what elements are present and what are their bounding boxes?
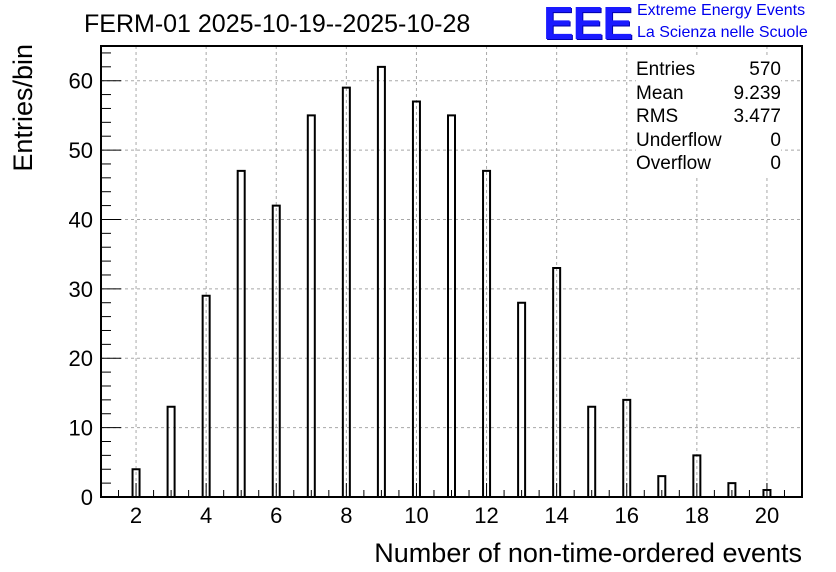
bar <box>587 405 597 497</box>
bar <box>657 475 667 497</box>
stat-label: Underflow <box>636 129 722 151</box>
stat-label: RMS <box>636 106 679 127</box>
y-tick-label: 0 <box>81 485 93 510</box>
stat-value: 3.477 <box>733 106 781 127</box>
y-tick-label: 40 <box>69 207 93 232</box>
stat-value: 570 <box>749 59 781 80</box>
bar <box>411 100 421 497</box>
x-tick-label: 4 <box>200 503 212 528</box>
stat-label: Overflow <box>636 153 711 174</box>
x-tick-label: 14 <box>544 503 568 528</box>
x-tick-label: 12 <box>474 503 498 528</box>
stat-row-entries: Entries 570 <box>636 58 781 82</box>
y-tick-label: 20 <box>69 346 93 371</box>
stat-row-underflow: Underflow 0 <box>636 129 781 153</box>
bar <box>341 86 351 497</box>
bar <box>622 398 632 497</box>
stat-label: Mean <box>636 82 684 104</box>
bar <box>552 267 562 497</box>
y-tick-label: 60 <box>69 69 93 94</box>
stat-row-mean: Mean 9.239 <box>636 82 781 106</box>
stat-row-rms: RMS 3.477 <box>636 105 781 129</box>
x-tick-label: 16 <box>615 503 639 528</box>
eee-logo-icon: EEE <box>543 0 633 49</box>
bar <box>727 482 737 497</box>
stat-value: 0 <box>770 129 781 151</box>
stats-box: Entries 570 Mean 9.239 RMS 3.477 Underfl… <box>636 58 781 176</box>
x-tick-label: 18 <box>685 503 709 528</box>
x-tick-label: 2 <box>130 503 142 528</box>
bar <box>131 468 141 497</box>
x-axis-title: Number of non-time-ordered events <box>374 538 802 568</box>
y-axis-title: Entries/bin <box>8 44 38 172</box>
bar <box>236 169 246 497</box>
bar <box>376 65 386 497</box>
stat-row-overflow: Overflow 0 <box>636 152 781 176</box>
y-tick-label: 50 <box>69 138 93 163</box>
bars <box>131 65 772 497</box>
logo-line-2: La Scienza nelle Scuole <box>637 24 808 41</box>
y-tick-label: 10 <box>69 416 93 441</box>
bar <box>446 114 457 497</box>
bar <box>201 294 211 497</box>
bar <box>166 405 176 497</box>
y-tick-label: 30 <box>69 277 93 302</box>
bar <box>517 301 527 497</box>
stat-label: Entries <box>636 59 696 80</box>
x-tick-label: 8 <box>340 503 352 528</box>
axes <box>100 45 803 498</box>
bar <box>482 169 492 497</box>
x-tick-label: 10 <box>404 503 428 528</box>
bar <box>692 454 702 497</box>
chart-title: FERM-01 2025-10-19--2025-10-28 <box>84 10 471 38</box>
stat-value: 9.239 <box>733 82 781 104</box>
x-tick-label: 6 <box>270 503 282 528</box>
grid <box>101 46 802 497</box>
axis-labels: 2 4 6 8 10 12 14 16 18 20 0 10 20 30 40 50 60 Number of n… <box>8 44 802 568</box>
bar <box>271 204 281 497</box>
bar <box>306 114 316 497</box>
stat-value: 0 <box>770 153 781 174</box>
x-tick-label: 20 <box>755 503 779 528</box>
logo-line-1: Extreme Energy Events <box>637 2 806 19</box>
